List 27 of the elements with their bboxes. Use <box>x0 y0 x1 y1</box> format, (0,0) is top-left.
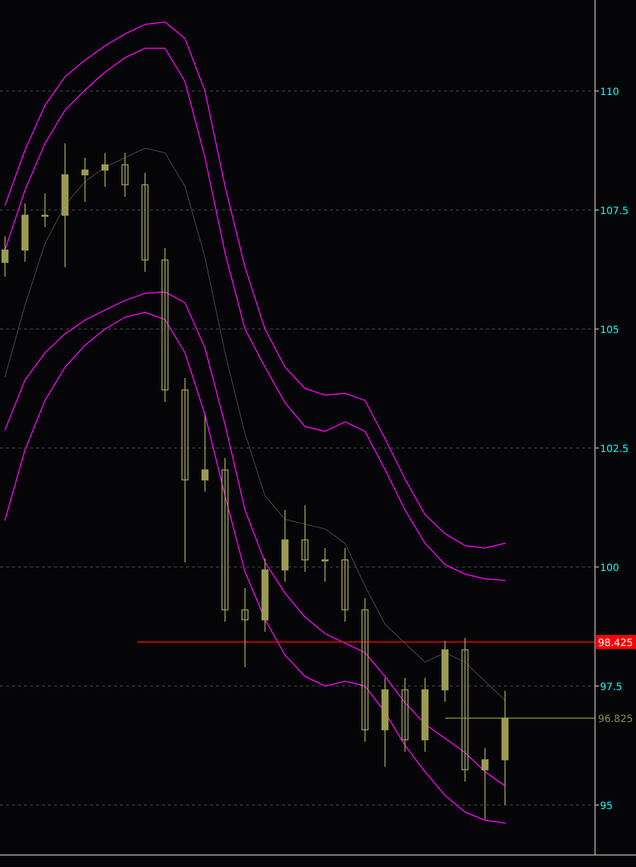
candlestick <box>222 458 228 622</box>
candlestick <box>2 236 8 278</box>
y-tick-label: 107.5 <box>600 206 629 218</box>
candlestick <box>402 677 408 752</box>
candlestick <box>202 414 208 492</box>
candlestick <box>462 637 468 782</box>
y-tick-label: 102.5 <box>600 444 629 456</box>
candlestick <box>322 547 328 582</box>
y-tick-label: 100 <box>600 563 620 574</box>
y-tick-label: 105 <box>600 325 620 336</box>
candlestick <box>302 504 308 572</box>
candlestick <box>342 547 348 622</box>
candlestick <box>182 378 188 563</box>
candlestick <box>162 248 168 402</box>
ref-line-label: 96.825 <box>598 714 633 726</box>
ref-line-label: 98.425 <box>598 638 633 649</box>
y-tick-label: 95 <box>600 801 613 812</box>
candlestick <box>82 157 88 202</box>
candlestick <box>142 172 148 272</box>
candlestick <box>122 152 128 198</box>
candlestick <box>102 152 108 188</box>
y-tick-label: 97.5 <box>600 682 622 694</box>
candlestick <box>482 747 488 820</box>
y-tick-label: 110 <box>600 87 620 98</box>
candlestick <box>42 192 48 228</box>
candlestick <box>362 597 368 742</box>
candlestick <box>242 587 248 668</box>
